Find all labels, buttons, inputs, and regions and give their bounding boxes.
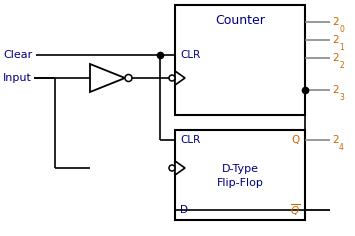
Text: Counter: Counter bbox=[215, 14, 265, 28]
Circle shape bbox=[169, 75, 175, 81]
Text: 2: 2 bbox=[332, 53, 339, 63]
Text: 1: 1 bbox=[339, 43, 344, 52]
Bar bbox=[175, 5, 305, 115]
Text: D-Type: D-Type bbox=[222, 164, 258, 174]
Polygon shape bbox=[175, 161, 185, 175]
Text: CLR: CLR bbox=[180, 50, 200, 60]
Text: $\overline{Q}$: $\overline{Q}$ bbox=[290, 202, 300, 218]
Text: Input: Input bbox=[3, 73, 32, 83]
Text: 2: 2 bbox=[339, 61, 344, 70]
Text: 2: 2 bbox=[332, 35, 339, 45]
Text: 2: 2 bbox=[332, 135, 339, 145]
Polygon shape bbox=[90, 64, 125, 92]
Text: Flip-Flop: Flip-Flop bbox=[217, 178, 263, 188]
Bar bbox=[175, 130, 305, 220]
Text: CLR: CLR bbox=[180, 135, 200, 145]
Text: 0: 0 bbox=[339, 25, 344, 34]
Text: 4: 4 bbox=[339, 143, 344, 152]
Text: 2: 2 bbox=[332, 17, 339, 27]
Polygon shape bbox=[175, 71, 185, 85]
Text: 2: 2 bbox=[332, 85, 339, 95]
Text: Q: Q bbox=[292, 135, 300, 145]
Text: D: D bbox=[180, 205, 188, 215]
Text: 3: 3 bbox=[339, 93, 344, 102]
Circle shape bbox=[169, 165, 175, 171]
Text: Clear: Clear bbox=[3, 50, 32, 60]
Circle shape bbox=[125, 75, 132, 81]
